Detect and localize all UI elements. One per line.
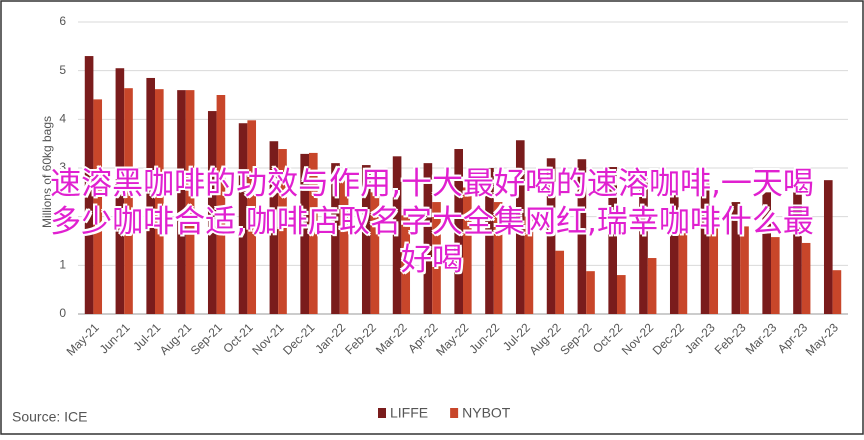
overlay-text: 速溶黑咖啡的功效与作用,十大最好喝的速溶咖啡,一天喝多少咖啡合适,咖啡店取名字大… — [50, 166, 814, 278]
x-tick-label: May-22 — [433, 320, 471, 358]
bar — [339, 177, 349, 314]
bar — [185, 90, 195, 314]
y-tick-label: 6 — [59, 14, 66, 28]
bar — [278, 149, 287, 314]
bar — [669, 192, 679, 314]
x-tick-label: Nov-22 — [619, 320, 656, 357]
y-tick-label: 2 — [59, 209, 66, 223]
bar — [586, 271, 595, 314]
bar — [608, 167, 617, 314]
bar — [709, 226, 719, 314]
x-tick-label: Nov-21 — [249, 320, 286, 357]
x-tick-label: Aug-22 — [526, 320, 563, 357]
bar — [155, 89, 164, 314]
x-tick-label: Jun-22 — [466, 320, 502, 356]
bar — [115, 68, 125, 314]
bar — [392, 156, 402, 314]
bar — [762, 192, 771, 314]
bar — [647, 258, 657, 314]
bar — [678, 231, 688, 314]
bar — [555, 250, 565, 314]
y-axis-label: Millions of 60kg bags — [40, 116, 54, 228]
x-tick-label: May-21 — [64, 320, 102, 358]
bar — [639, 177, 648, 314]
bar — [432, 202, 441, 314]
legend-label: NYBOT — [462, 405, 511, 421]
x-tick-label: Aug-21 — [157, 320, 194, 357]
bar — [300, 153, 309, 314]
source: Source: ICE — [12, 409, 87, 425]
x-tick-label: Dec-21 — [280, 320, 317, 357]
legend-swatch — [378, 408, 386, 418]
bar — [423, 163, 433, 314]
bar — [454, 149, 463, 314]
bar — [331, 163, 340, 314]
bar — [801, 242, 811, 314]
y-tick-label: 3 — [59, 160, 66, 174]
bar — [93, 99, 103, 314]
x-tick-label: Sep-22 — [557, 320, 594, 357]
bar — [177, 90, 186, 314]
bar — [771, 237, 780, 314]
bar — [740, 226, 749, 314]
bar — [84, 56, 94, 315]
bar — [793, 192, 802, 314]
bar — [617, 275, 626, 314]
bar — [247, 120, 257, 314]
bar — [823, 180, 833, 314]
x-tick-label: Feb-22 — [342, 320, 379, 357]
bar — [238, 123, 248, 314]
bar — [700, 182, 710, 314]
bar — [832, 270, 842, 314]
y-tick-label: 1 — [59, 258, 66, 272]
bar — [124, 88, 133, 314]
bar — [401, 206, 411, 314]
legend-swatch — [450, 408, 459, 418]
legend-label: LIFFE — [390, 405, 428, 421]
bar — [493, 202, 503, 314]
y-tick-label: 0 — [59, 306, 66, 320]
y-tick-label: 5 — [59, 63, 66, 77]
bar — [361, 165, 371, 314]
bar — [524, 216, 534, 314]
x-tick-label: Mar-22 — [373, 320, 410, 357]
bar — [146, 77, 155, 314]
x-tick-label: Feb-23 — [712, 320, 749, 357]
bar — [207, 111, 217, 314]
bar — [309, 152, 318, 314]
x-tick-label: May-23 — [803, 320, 841, 358]
x-tick-label: Mar-23 — [743, 320, 780, 357]
bar — [463, 187, 472, 314]
x-tick-label: Sep-21 — [188, 320, 225, 357]
bar — [515, 140, 525, 314]
bar — [546, 158, 556, 314]
bar — [731, 202, 741, 314]
x-tick-label: Dec-22 — [650, 320, 687, 357]
x-tick-label: Jan-23 — [682, 320, 718, 356]
bar — [269, 141, 279, 314]
bar — [577, 159, 587, 314]
bar — [216, 95, 226, 314]
bar — [370, 192, 380, 314]
bar — [485, 168, 494, 314]
y-tick-label: 4 — [59, 112, 66, 126]
x-tick-label: Jun-21 — [97, 320, 133, 356]
x-tick-label: Jan-22 — [312, 320, 348, 356]
